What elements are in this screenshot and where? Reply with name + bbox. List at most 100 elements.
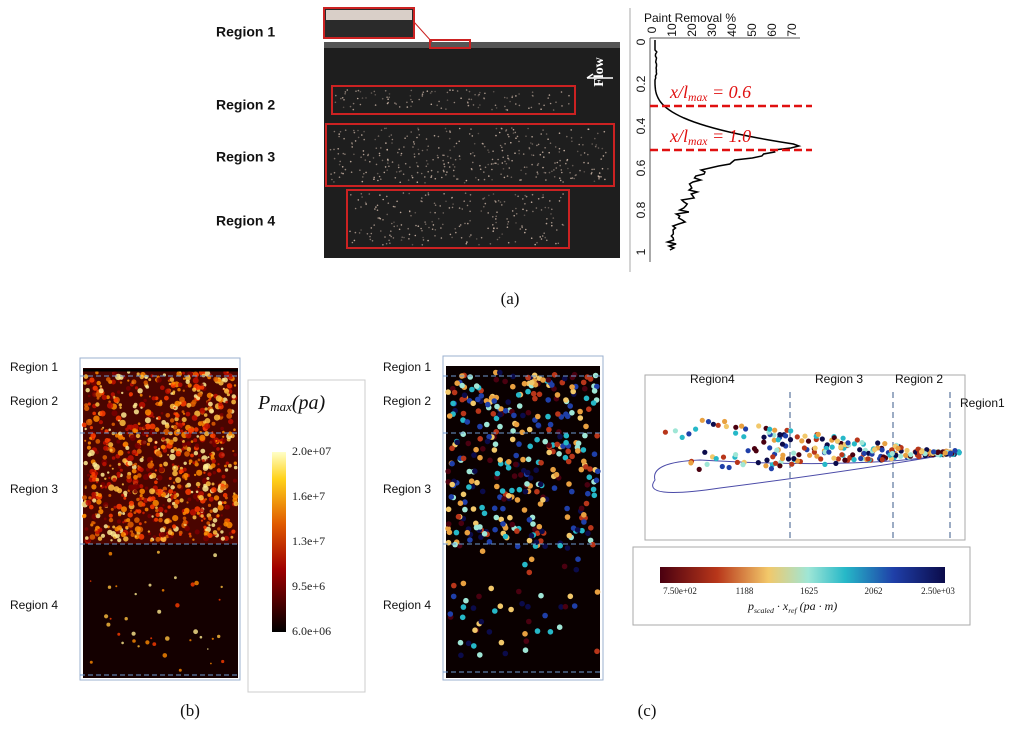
speck: [568, 94, 570, 97]
particle: [454, 439, 461, 446]
speck: [364, 201, 367, 204]
particle: [526, 426, 533, 433]
spot: [194, 462, 199, 467]
particle: [526, 569, 533, 576]
speck: [380, 230, 382, 232]
speck: [455, 231, 457, 234]
speck: [344, 129, 347, 131]
particle: [581, 458, 587, 465]
spot: [158, 447, 161, 450]
speck: [353, 239, 356, 242]
spot: [220, 486, 225, 491]
particle: [487, 457, 493, 464]
speck: [489, 243, 492, 245]
speck: [413, 143, 416, 145]
particle: [763, 463, 769, 469]
speck: [536, 144, 538, 147]
speck: [511, 96, 513, 99]
spot: [205, 459, 208, 462]
spot: [117, 449, 124, 456]
speck: [353, 153, 355, 156]
spot: [122, 458, 127, 464]
particle: [453, 529, 460, 536]
speck: [387, 162, 389, 164]
label: Region 4: [10, 598, 58, 612]
speck: [365, 203, 367, 205]
spot: [184, 477, 188, 481]
speck: [452, 89, 454, 91]
speck: [531, 163, 533, 166]
spot: [125, 427, 129, 432]
particle: [471, 643, 477, 649]
spot: [104, 614, 109, 619]
spot: [136, 446, 139, 449]
speck: [444, 127, 447, 130]
speck: [545, 179, 547, 181]
photo-edge: [324, 42, 620, 48]
spot: [147, 530, 151, 533]
speck: [543, 171, 546, 174]
speck: [550, 213, 552, 215]
spot: [139, 467, 144, 473]
speck: [465, 179, 468, 182]
particle: [569, 384, 575, 390]
spot: [212, 443, 217, 448]
speck: [338, 135, 340, 138]
speck: [430, 175, 433, 177]
particle: [545, 377, 552, 383]
speck: [451, 197, 453, 199]
speck: [495, 215, 498, 218]
particle: [511, 473, 518, 479]
spot: [178, 668, 182, 672]
particle: [493, 514, 500, 521]
spot: [209, 509, 213, 513]
speck: [394, 102, 396, 104]
spot: [125, 525, 129, 529]
speck: [501, 233, 504, 235]
particle: [512, 461, 519, 468]
speck: [511, 95, 514, 97]
spot: [226, 371, 229, 374]
speck: [525, 173, 527, 175]
particle: [538, 592, 544, 599]
spot: [167, 530, 173, 535]
particle: [494, 403, 500, 410]
label: Region1: [960, 396, 1005, 410]
spot: [84, 485, 87, 488]
spot: [220, 514, 223, 517]
speck: [591, 168, 593, 171]
speck: [431, 220, 434, 223]
spot: [85, 388, 90, 393]
particle: [850, 452, 856, 458]
spot: [167, 498, 172, 503]
label: 1: [634, 248, 648, 255]
speck: [359, 90, 362, 93]
label: 30: [705, 23, 719, 37]
spot: [118, 403, 123, 407]
speck: [561, 223, 564, 226]
speck: [410, 214, 412, 217]
spot: [170, 449, 175, 453]
spot: [100, 484, 103, 487]
speck: [461, 208, 464, 210]
particle: [947, 450, 954, 456]
spot: [110, 396, 114, 400]
particle: [457, 639, 464, 646]
speck: [514, 131, 517, 134]
speck: [442, 159, 445, 162]
spot: [177, 484, 182, 489]
spot: [128, 491, 132, 495]
spot: [98, 509, 104, 515]
speck: [418, 98, 421, 101]
spot: [139, 484, 144, 489]
spot: [96, 499, 102, 505]
spot: [228, 463, 232, 468]
speck: [482, 143, 485, 145]
speck: [440, 107, 443, 109]
particle: [491, 447, 498, 453]
speck: [361, 180, 364, 183]
spot: [184, 525, 190, 532]
speck: [525, 135, 527, 137]
speck: [544, 172, 547, 174]
spot: [127, 521, 134, 528]
